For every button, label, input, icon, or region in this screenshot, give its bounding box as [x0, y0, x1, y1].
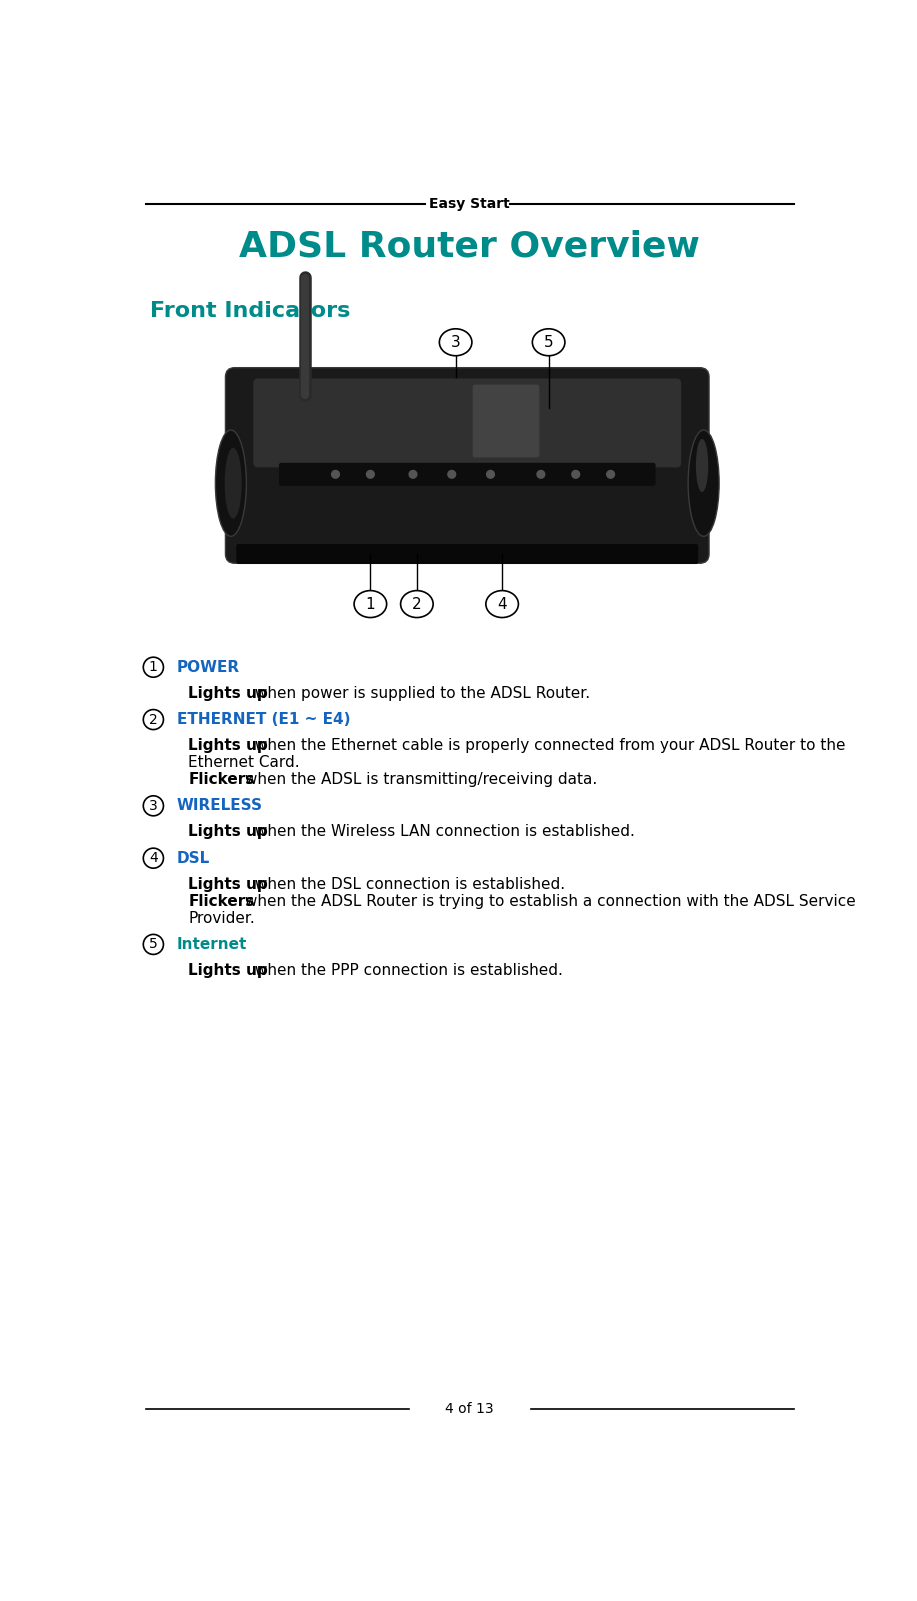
Text: Lights up: Lights up [188, 685, 268, 701]
Text: 2: 2 [412, 597, 422, 612]
Circle shape [487, 471, 494, 479]
Text: when the Ethernet cable is properly connected from your ADSL Router to the: when the Ethernet cable is properly conn… [250, 738, 845, 752]
Text: Flickers: Flickers [188, 772, 255, 788]
Ellipse shape [688, 431, 719, 536]
Text: 4: 4 [149, 852, 158, 865]
Circle shape [332, 471, 339, 479]
Text: when the Wireless LAN connection is established.: when the Wireless LAN connection is esta… [250, 825, 635, 839]
Circle shape [143, 656, 163, 677]
Text: 1: 1 [149, 660, 158, 674]
Text: when the DSL connection is established.: when the DSL connection is established. [250, 877, 565, 892]
Text: ADSL Router Overview: ADSL Router Overview [239, 229, 700, 263]
Circle shape [143, 935, 163, 954]
Circle shape [409, 471, 417, 479]
Ellipse shape [696, 439, 708, 492]
Text: when the PPP connection is established.: when the PPP connection is established. [250, 962, 563, 978]
FancyBboxPatch shape [237, 544, 698, 564]
Circle shape [143, 796, 163, 817]
Text: when the ADSL Router is trying to establish a connection with the ADSL Service: when the ADSL Router is trying to establ… [239, 893, 856, 909]
Ellipse shape [533, 328, 565, 355]
Circle shape [143, 849, 163, 868]
Circle shape [537, 471, 545, 479]
Circle shape [367, 471, 374, 479]
Text: 5: 5 [149, 938, 158, 951]
Ellipse shape [401, 591, 433, 618]
Text: WIRELESS: WIRELESS [177, 799, 262, 813]
Text: 3: 3 [451, 335, 460, 349]
Text: 4: 4 [497, 597, 507, 612]
Text: when power is supplied to the ADSL Router.: when power is supplied to the ADSL Route… [250, 685, 591, 701]
Circle shape [572, 471, 580, 479]
Circle shape [447, 471, 456, 479]
Text: Lights up: Lights up [188, 962, 268, 978]
FancyBboxPatch shape [226, 368, 709, 564]
Text: Easy Start: Easy Start [429, 197, 510, 211]
Ellipse shape [215, 431, 247, 536]
Circle shape [607, 471, 614, 479]
Text: 5: 5 [544, 335, 554, 349]
Text: Ethernet Card.: Ethernet Card. [188, 756, 300, 770]
Text: 4 of 13: 4 of 13 [446, 1402, 494, 1417]
Text: when the ADSL is transmitting/receiving data.: when the ADSL is transmitting/receiving … [239, 772, 597, 788]
FancyBboxPatch shape [279, 463, 656, 485]
Text: Provider.: Provider. [188, 911, 255, 925]
FancyBboxPatch shape [472, 384, 539, 458]
Text: 2: 2 [149, 712, 158, 727]
FancyBboxPatch shape [253, 378, 681, 467]
Text: 1: 1 [366, 597, 375, 612]
Text: 3: 3 [149, 799, 158, 813]
Text: Lights up: Lights up [188, 877, 268, 892]
Ellipse shape [354, 591, 387, 618]
Text: DSL: DSL [177, 850, 210, 866]
Text: ETHERNET (E1 ~ E4): ETHERNET (E1 ~ E4) [177, 712, 350, 727]
Text: Lights up: Lights up [188, 738, 268, 752]
Text: Flickers: Flickers [188, 893, 255, 909]
Ellipse shape [439, 328, 472, 355]
Text: Front Indicators: Front Indicators [149, 301, 350, 322]
Ellipse shape [225, 448, 242, 519]
Text: Internet: Internet [177, 937, 247, 953]
Circle shape [143, 709, 163, 730]
Text: Lights up: Lights up [188, 825, 268, 839]
Text: POWER: POWER [177, 660, 239, 674]
Ellipse shape [486, 591, 518, 618]
